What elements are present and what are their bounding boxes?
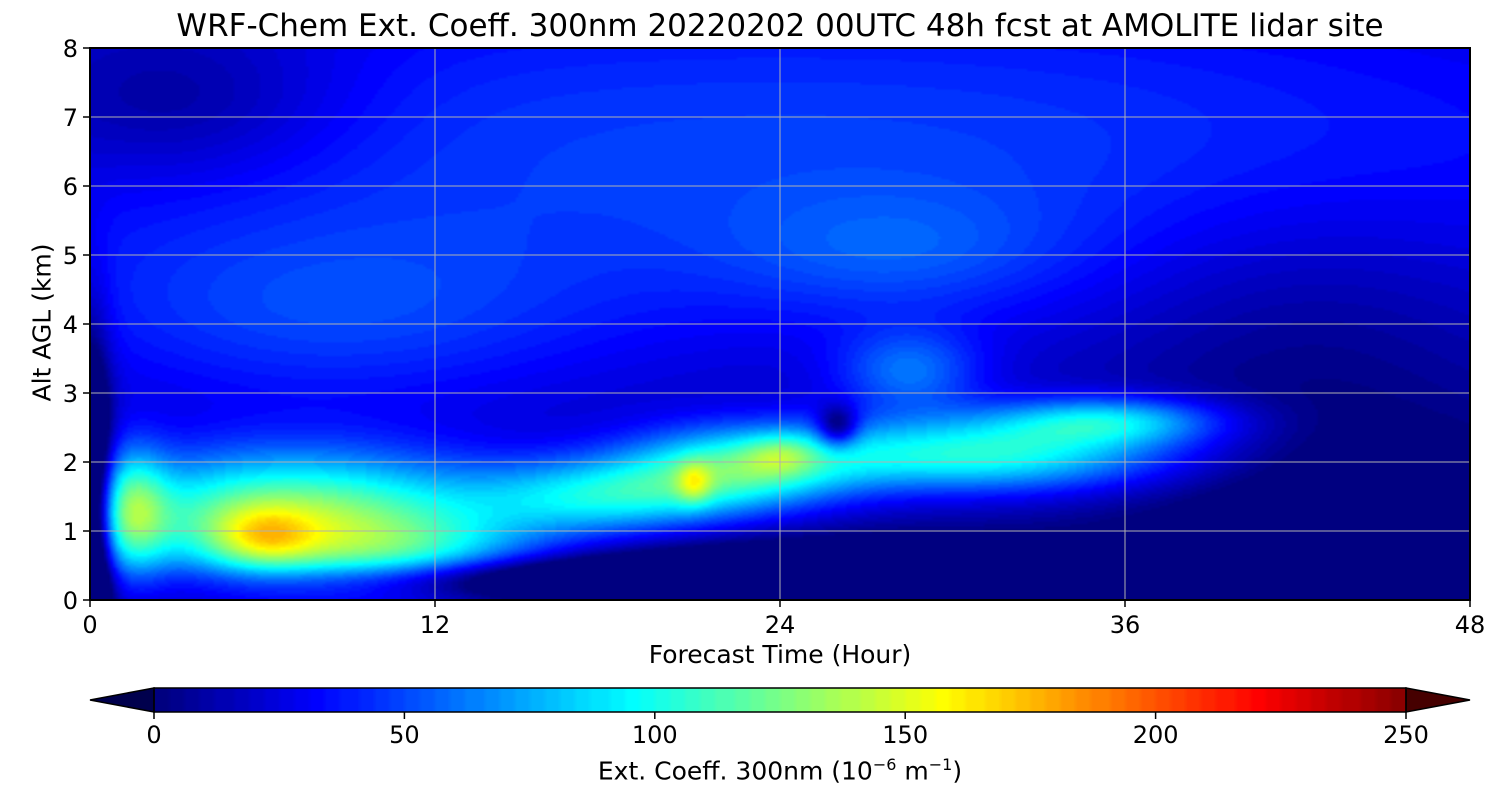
x-tick-label: 12 — [420, 611, 451, 639]
colorbar-axis: 0 50 100 150 200 250 — [146, 712, 1429, 749]
chart-title: WRF-Chem Ext. Coeff. 300nm 20220202 00UT… — [176, 8, 1384, 44]
y-tick-label: 3 — [63, 380, 78, 408]
colorbar-gradient — [154, 688, 1406, 712]
x-tick-label: 48 — [1455, 611, 1486, 639]
y-tick-label: 5 — [63, 242, 78, 270]
colorbar-tick-label: 100 — [632, 721, 678, 749]
y-tick-label: 1 — [63, 518, 78, 546]
x-tick-label: 24 — [765, 611, 796, 639]
colorbar-label-end: ) — [952, 756, 963, 786]
colorbar-frame — [153, 687, 1407, 713]
x-tick-label: 0 — [82, 611, 97, 639]
colorbar-tick-label: 50 — [389, 721, 420, 749]
y-tick-label: 2 — [63, 449, 78, 477]
y-tick-label: 0 — [63, 587, 78, 615]
y-tick-label: 8 — [63, 35, 78, 63]
x-tick-label: 36 — [1110, 611, 1141, 639]
colorbar-tick-label: 0 — [146, 721, 161, 749]
colorbar-label: Ext. Coeff. 300nm (10−6 m−1) — [430, 755, 1130, 785]
x-axis: 0 12 24 36 48 — [82, 600, 1485, 639]
colorbar-label-exp1: −6 — [872, 755, 897, 774]
y-tick-label: 6 — [63, 173, 78, 201]
x-axis-label: Forecast Time (Hour) — [648, 640, 912, 669]
colorbar-label-main: Ext. Coeff. 300nm (10 — [597, 756, 873, 786]
grid-lines — [90, 48, 1470, 600]
y-tick-label: 7 — [63, 104, 78, 132]
colorbar-max-extension — [1405, 687, 1471, 713]
y-axis: 0 1 2 3 4 5 6 7 8 — [63, 35, 90, 615]
colorbar-min-extension — [89, 687, 155, 713]
colorbar-tick-label: 200 — [1133, 721, 1179, 749]
colorbar-tick-label: 250 — [1383, 721, 1429, 749]
colorbar-label-exp2: −1 — [928, 755, 953, 774]
colorbar-tick-label: 150 — [882, 721, 928, 749]
colorbar-label-mid: m — [896, 756, 929, 786]
y-axis-label: Alt AGL (km) — [27, 243, 57, 402]
y-tick-label: 4 — [63, 311, 78, 339]
